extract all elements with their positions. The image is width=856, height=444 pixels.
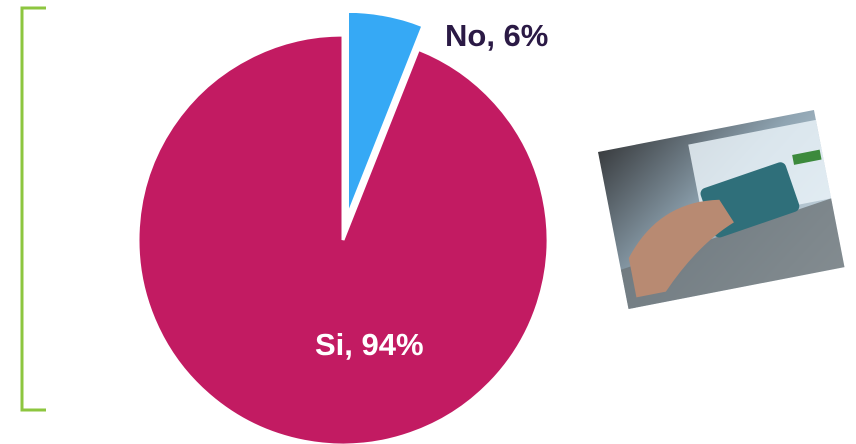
data-label: Si, 94% (315, 327, 424, 362)
data-label: No, 6% (445, 18, 548, 53)
page: {"chart_data": {"type": "pie", "categori… (0, 0, 856, 444)
bracket (22, 8, 46, 410)
chart: Si, 94% No, 6% (0, 0, 856, 444)
photo (598, 110, 844, 309)
pie-slice (138, 35, 548, 444)
